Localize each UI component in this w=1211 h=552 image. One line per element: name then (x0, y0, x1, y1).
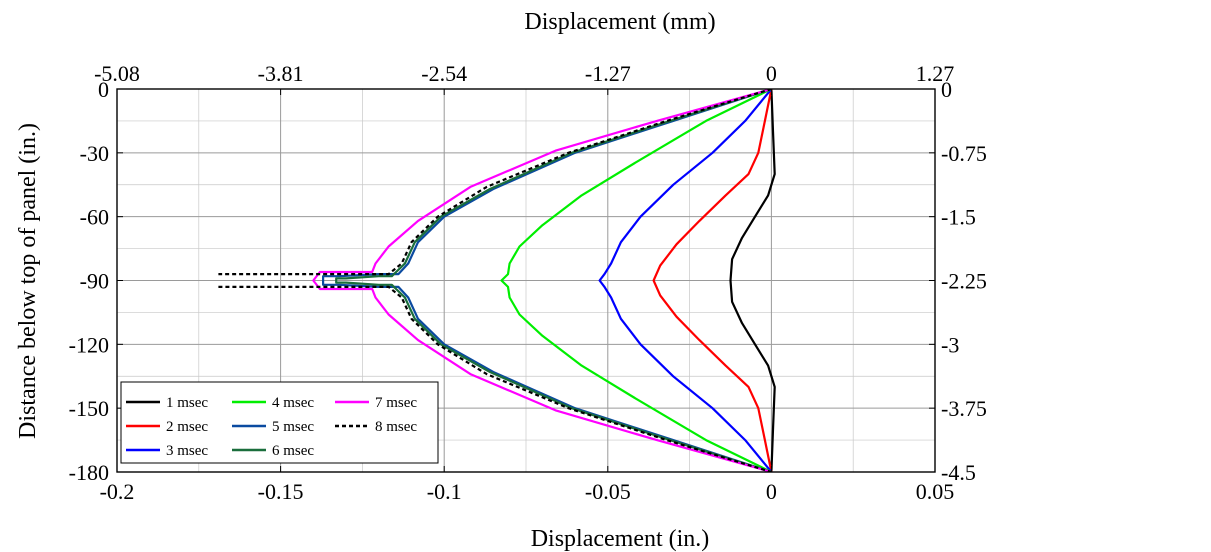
legend-label: 3 msec (166, 443, 208, 459)
legend-label: 5 msec (272, 419, 314, 435)
y-tick-label: -150 (69, 396, 109, 421)
series-line-2-msec (652, 89, 773, 472)
legend-label: 1 msec (166, 395, 208, 411)
y-tick-label: -180 (69, 460, 109, 485)
x-tick-label: -0.2 (100, 479, 135, 504)
series-line-5-msec (322, 89, 772, 472)
x2-tick-label: -3.81 (258, 61, 304, 86)
series-layer (218, 89, 776, 472)
y2-tick-label: -1.5 (941, 205, 976, 230)
x2-tick-label: -5.08 (94, 61, 140, 86)
top-axis-label: Displacement (mm) (524, 9, 715, 35)
tick-marks (116, 88, 936, 473)
series-line-6-msec (335, 89, 772, 472)
legend-label: 4 msec (272, 395, 314, 411)
x2-tick-label: 0 (766, 61, 777, 86)
y-tick-label: -60 (80, 205, 109, 230)
x-tick-label: 0.05 (916, 479, 955, 504)
y2-tick-label: -0.75 (941, 141, 987, 166)
x2-tick-label: 1.27 (916, 61, 955, 86)
y-tick-label: -120 (69, 332, 109, 357)
y2-tick-label: -2.25 (941, 269, 987, 294)
y2-tick-label: -3 (941, 332, 959, 357)
legend-label: 7 msec (375, 395, 417, 411)
series-line-4-msec (500, 89, 772, 472)
x2-tick-label: -1.27 (585, 61, 631, 86)
y2-tick-label: 0 (941, 77, 952, 102)
x-tick-label: -0.1 (427, 479, 462, 504)
legend-label: 8 msec (375, 419, 417, 435)
series-line-3-msec (598, 89, 773, 472)
bottom-axis-label: Displacement (in.) (531, 526, 710, 552)
x-tick-label: 0 (766, 479, 777, 504)
left-axis-label: Distance below top of panel (in.) (15, 123, 41, 439)
y-tick-label: -30 (80, 141, 109, 166)
series-line-7-msec (312, 89, 772, 472)
y-tick-label: -90 (80, 269, 109, 294)
series-line-1-msec (729, 89, 776, 472)
x-tick-label: -0.15 (258, 479, 304, 504)
y2-tick-label: -3.75 (941, 396, 987, 421)
x2-tick-label: -2.54 (421, 61, 467, 86)
x-tick-label: -0.05 (585, 479, 631, 504)
legend: 1 msec 2 msec 3 msec 4 msec 5 msec 6 msec 7 ms… (120, 381, 439, 464)
y2-tick-label: -4.5 (941, 460, 976, 485)
legend-label: 2 msec (166, 419, 208, 435)
tick-labels: -0.2 -0.15 -0.1 -0.05 0 0.05 -5.08 -3.81 -2.54 -1… (69, 61, 987, 504)
legend-label: 6 msec (272, 443, 314, 459)
y-tick-label: 0 (98, 77, 109, 102)
legend-box (120, 381, 439, 464)
series-line-8-msec (218, 89, 772, 472)
